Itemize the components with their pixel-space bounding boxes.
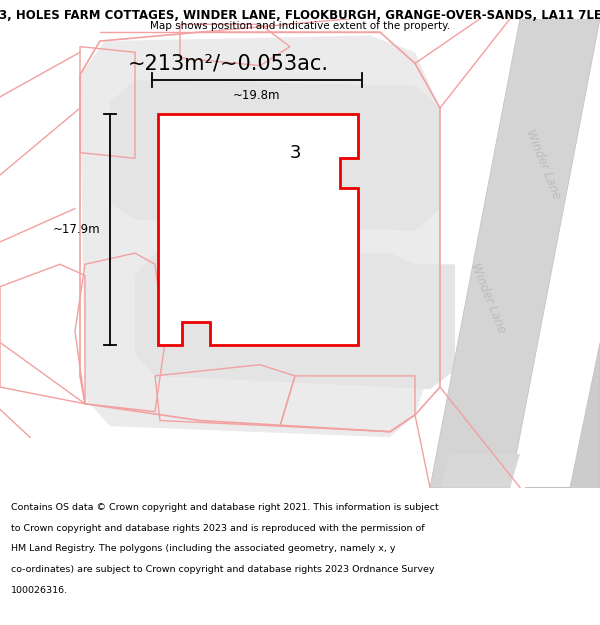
Text: ~213m²/~0.053ac.: ~213m²/~0.053ac. bbox=[128, 53, 329, 73]
Text: 100026316.: 100026316. bbox=[11, 586, 68, 594]
Text: HM Land Registry. The polygons (including the associated geometry, namely x, y: HM Land Registry. The polygons (includin… bbox=[11, 544, 395, 553]
Text: ~17.9m: ~17.9m bbox=[52, 222, 100, 236]
Polygon shape bbox=[135, 253, 415, 387]
Text: ~19.8m: ~19.8m bbox=[233, 89, 281, 102]
Text: Contains OS data © Crown copyright and database right 2021. This information is : Contains OS data © Crown copyright and d… bbox=[11, 503, 439, 512]
Text: Map shows position and indicative extent of the property.: Map shows position and indicative extent… bbox=[150, 21, 450, 31]
Polygon shape bbox=[80, 36, 440, 437]
Polygon shape bbox=[440, 454, 520, 488]
Text: 3, HOLES FARM COTTAGES, WINDER LANE, FLOOKBURGH, GRANGE-OVER-SANDS, LA11 7LE: 3, HOLES FARM COTTAGES, WINDER LANE, FLO… bbox=[0, 9, 600, 22]
Text: co-ordinates) are subject to Crown copyright and database rights 2023 Ordnance S: co-ordinates) are subject to Crown copyr… bbox=[11, 565, 434, 574]
Polygon shape bbox=[525, 342, 600, 488]
Polygon shape bbox=[430, 19, 600, 488]
Text: to Crown copyright and database rights 2023 and is reproduced with the permissio: to Crown copyright and database rights 2… bbox=[11, 524, 424, 532]
Text: Winder Lane: Winder Lane bbox=[468, 261, 508, 334]
Text: 3: 3 bbox=[289, 144, 301, 162]
Text: Winder Lane: Winder Lane bbox=[523, 127, 563, 201]
Polygon shape bbox=[158, 114, 358, 344]
Polygon shape bbox=[390, 264, 455, 389]
Polygon shape bbox=[110, 80, 440, 231]
